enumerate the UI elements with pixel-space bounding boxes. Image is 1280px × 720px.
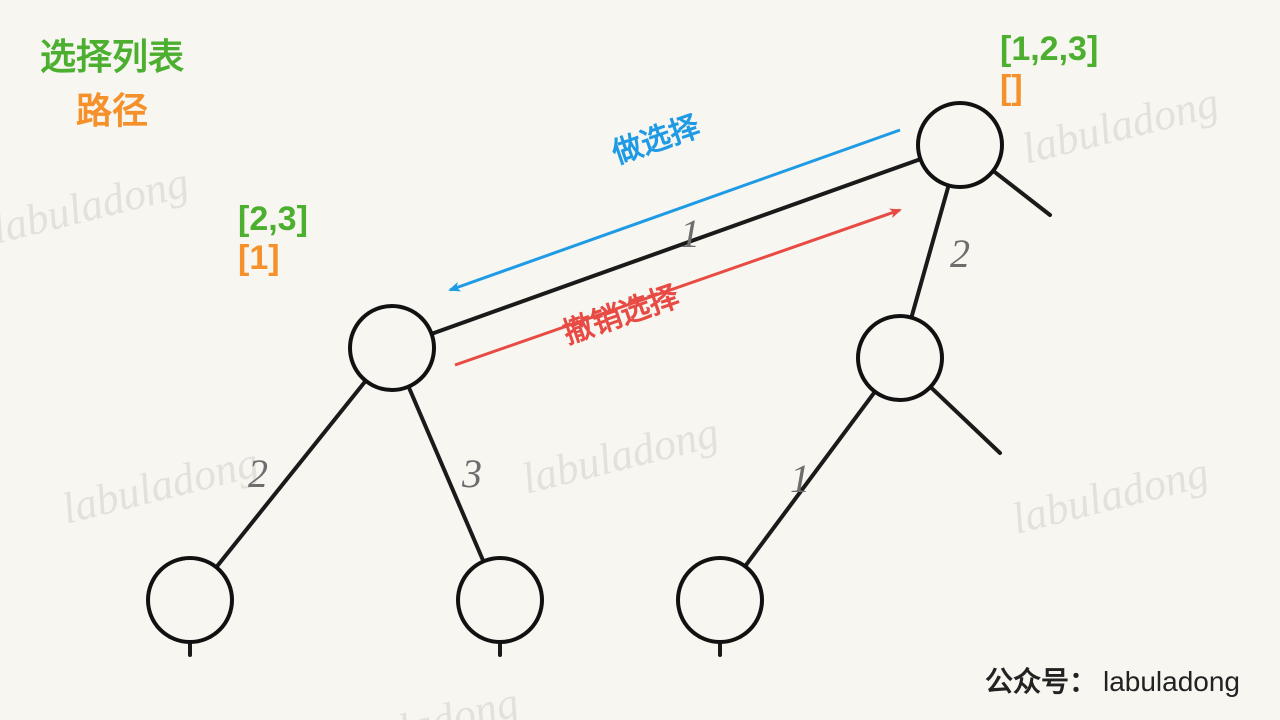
tree-edge: [911, 185, 948, 317]
node-annotation: [1,2,3][]: [1000, 30, 1098, 108]
attribution: 公众号：labuladong: [985, 660, 1240, 700]
tree-node: [148, 558, 232, 642]
diagram-canvas: 选择列表 路径 公众号：labuladong labuladonglabulad…: [0, 0, 1280, 720]
edge-label: 2: [950, 230, 970, 277]
legend-path: 路径: [40, 82, 184, 134]
tree-node: [458, 558, 542, 642]
attribution-name: labuladong: [1103, 666, 1240, 697]
annotation-choices: [1,2,3]: [1000, 30, 1098, 69]
edge-label: 3: [462, 450, 482, 497]
tree-node: [858, 316, 942, 400]
edge-label: 1: [680, 210, 700, 257]
annotation-choices: [2,3]: [238, 200, 308, 239]
tree-node: [350, 306, 434, 390]
annotation-path: [1]: [238, 239, 308, 278]
annotation-path: []: [1000, 69, 1098, 108]
edge-label: 1: [790, 455, 810, 502]
attribution-prefix: 公众号：: [985, 667, 1097, 698]
tree-node: [678, 558, 762, 642]
edge-label: 2: [248, 450, 268, 497]
node-annotation: [2,3][1]: [238, 200, 308, 278]
undo-arrow: [455, 210, 900, 365]
tree-edge-stub: [930, 387, 1000, 453]
tree-edge-stub: [993, 171, 1050, 215]
legend-choices: 选择列表: [40, 28, 184, 80]
choose-arrow: [450, 130, 900, 290]
tree-edge: [216, 381, 365, 567]
tree-edge: [745, 392, 875, 567]
tree-node: [918, 103, 1002, 187]
legend: 选择列表 路径: [40, 28, 184, 134]
